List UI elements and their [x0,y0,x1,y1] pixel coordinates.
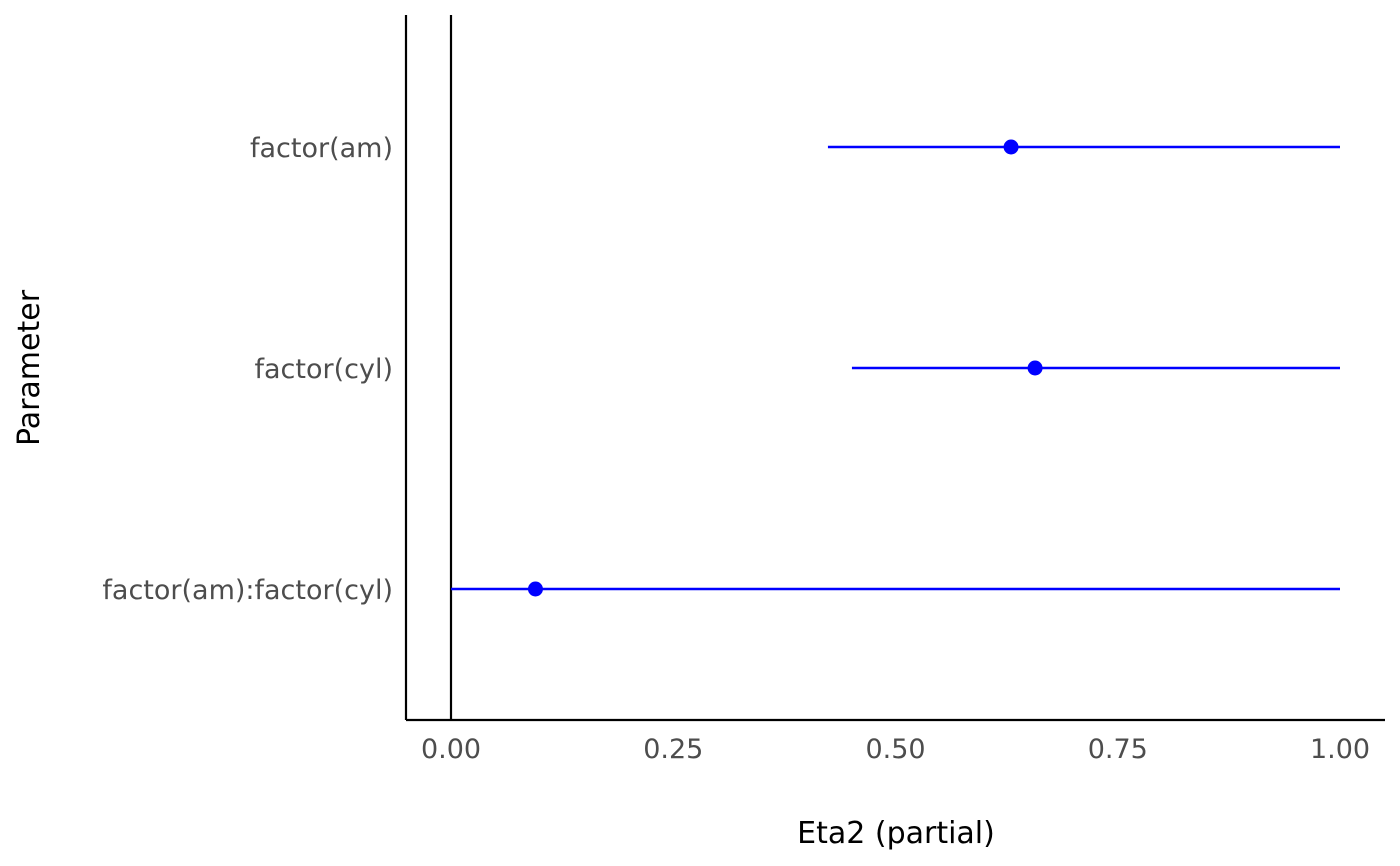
estimate-point [1027,360,1043,376]
y-axis-title: Parameter [12,289,47,446]
x-tick-label: 0.00 [421,734,481,765]
x-axis-title: Eta2 (partial) [797,816,995,851]
plot-area: 0.00 0.25 0.50 0.75 1.00 factor(am) factor(cy… [102,15,1385,765]
estimate-point [527,581,543,597]
interval-marks [451,139,1340,597]
y-tick-label: factor(am) [250,133,393,164]
y-tick-label: factor(cyl) [255,354,394,385]
x-tick-label: 0.25 [643,734,703,765]
x-axis-ticks: 0.00 0.25 0.50 0.75 1.00 [421,734,1370,765]
x-tick-label: 0.50 [865,734,925,765]
estimate-point [1003,139,1019,155]
x-tick-label: 0.75 [1088,734,1148,765]
y-tick-label: factor(am):factor(cyl) [102,575,393,606]
x-tick-label: 1.00 [1310,734,1370,765]
y-axis-ticks: factor(am) factor(cyl) factor(am):factor(c… [102,133,393,606]
